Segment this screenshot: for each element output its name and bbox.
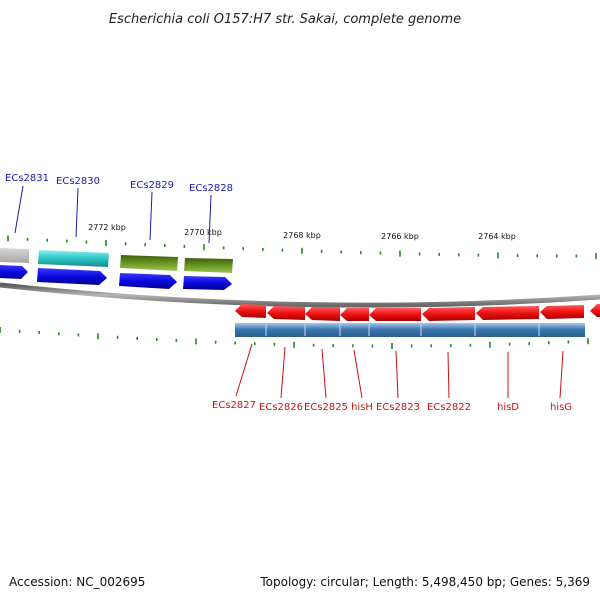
gene-label[interactable]: ECs2829 bbox=[130, 180, 174, 191]
leader-line bbox=[321, 348, 327, 399]
kbp-label: 2770 kbp bbox=[184, 228, 222, 237]
leader-line bbox=[149, 191, 153, 241]
leader-line bbox=[559, 350, 564, 399]
accession-text: Accession: NC_002695 bbox=[9, 575, 145, 589]
gene-label[interactable]: ECs2822 bbox=[427, 402, 471, 413]
forward-gene-labels: ECs2831 ECs2830 ECs2829 ECs2828 bbox=[5, 173, 233, 244]
gene-label[interactable]: hisH bbox=[351, 402, 373, 413]
kbp-label: 2768 kbp bbox=[283, 231, 321, 240]
gene-feature-cyan[interactable] bbox=[38, 250, 109, 267]
forward-cds-arrows bbox=[0, 265, 232, 290]
scale-ticks bbox=[0, 235, 597, 349]
kbp-label: 2772 kbp bbox=[88, 223, 126, 232]
cds-arrow-reverse[interactable] bbox=[235, 304, 266, 318]
cds-arrow-reverse[interactable] bbox=[540, 305, 584, 319]
topology-text: Topology: circular; Length: 5,498,450 bp… bbox=[259, 575, 590, 589]
leader-line bbox=[75, 187, 79, 238]
kbp-label: 2764 kbp bbox=[478, 232, 516, 241]
leader-line bbox=[280, 346, 286, 399]
cds-arrow-forward[interactable] bbox=[119, 273, 177, 289]
gene-feature-olive[interactable] bbox=[184, 258, 233, 273]
gene-label[interactable]: ECs2823 bbox=[376, 402, 420, 413]
gene-label[interactable]: ECs2831 bbox=[5, 173, 49, 184]
leader-line bbox=[395, 350, 399, 399]
cds-arrow-forward[interactable] bbox=[183, 276, 232, 290]
cds-arrow-reverse[interactable] bbox=[590, 304, 600, 317]
gene-label[interactable]: ECs2828 bbox=[189, 183, 233, 194]
kbp-labels: 2772 kbp 2770 kbp 2768 kbp 2766 kbp 2764… bbox=[88, 223, 516, 241]
genome-backbone bbox=[0, 282, 600, 308]
gene-feature-steelblue[interactable] bbox=[235, 323, 585, 337]
gene-label[interactable]: ECs2825 bbox=[304, 402, 348, 413]
cds-arrow-reverse[interactable] bbox=[422, 307, 475, 321]
leader-line bbox=[208, 194, 212, 244]
leader-line bbox=[235, 343, 253, 397]
gene-label[interactable]: hisG bbox=[550, 402, 572, 413]
gene-label[interactable]: hisD bbox=[497, 402, 519, 413]
reverse-gene-labels: ECs2827 ECs2826 ECs2825 hisH ECs2823 ECs… bbox=[212, 343, 572, 413]
reverse-gene-features bbox=[235, 323, 585, 337]
cds-arrow-reverse[interactable] bbox=[305, 307, 340, 321]
leader-line bbox=[14, 185, 24, 234]
kbp-label: 2766 kbp bbox=[381, 232, 419, 241]
cds-arrow-reverse[interactable] bbox=[369, 308, 421, 321]
leader-line bbox=[353, 349, 363, 399]
cds-arrow-forward[interactable] bbox=[37, 268, 107, 285]
gene-feature-gray[interactable] bbox=[0, 248, 29, 263]
cds-arrow-reverse[interactable] bbox=[340, 308, 369, 321]
cds-arrow-reverse[interactable] bbox=[476, 306, 539, 320]
cds-arrow-forward[interactable] bbox=[0, 265, 28, 279]
forward-gene-features bbox=[0, 248, 233, 273]
gene-label[interactable]: ECs2826 bbox=[259, 402, 303, 413]
reverse-cds-arrows bbox=[235, 304, 600, 321]
genome-title: Escherichia coli O157:H7 str. Sakai, com… bbox=[109, 12, 461, 27]
gene-label[interactable]: ECs2827 bbox=[212, 400, 256, 411]
gene-feature-olive[interactable] bbox=[120, 255, 178, 271]
leader-line bbox=[447, 351, 450, 399]
gene-label[interactable]: ECs2830 bbox=[56, 176, 100, 187]
cds-arrow-reverse[interactable] bbox=[267, 306, 305, 320]
